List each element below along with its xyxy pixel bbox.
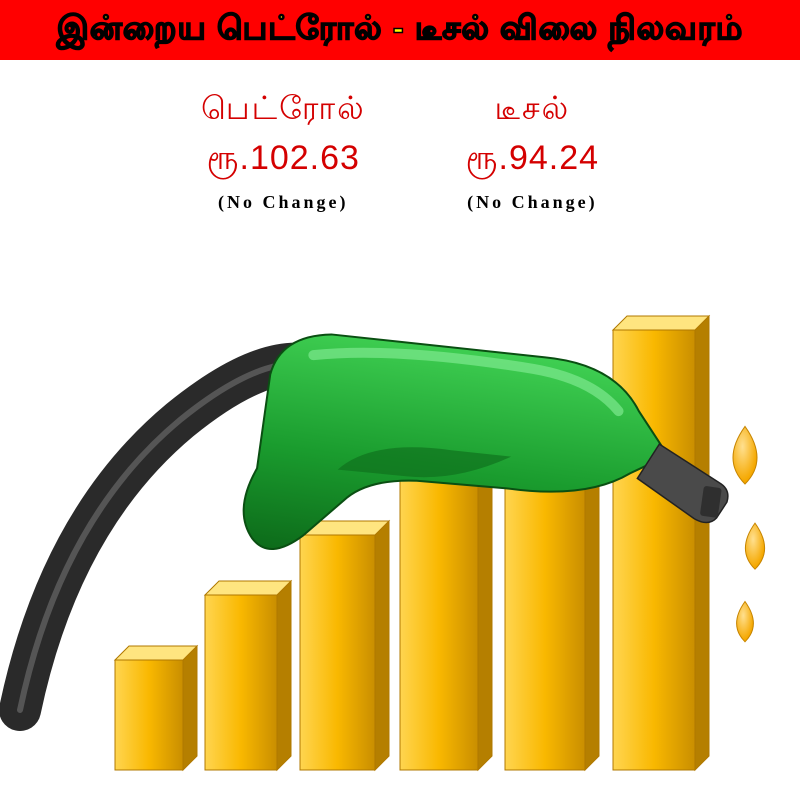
- fuel-chart: [0, 270, 800, 790]
- diesel-change: (No Change): [466, 192, 599, 213]
- diesel-label: டீசல்: [466, 90, 599, 131]
- diesel-block: டீசல் ரூ.94.24 (No Change): [466, 90, 599, 213]
- header-band: இன்றைய பெட்ரோல் - டீசல் விலை நிலவரம்: [0, 0, 800, 60]
- diesel-price: ரூ.94.24: [466, 139, 599, 182]
- price-row: பெட்ரோல் ரூ.102.63 (No Change) டீசல் ரூ.…: [0, 90, 800, 213]
- page-title: இன்றைய பெட்ரோல் - டீசல் விலை நிலவரம்: [57, 9, 744, 52]
- petrol-label: பெட்ரோல்: [201, 90, 366, 131]
- petrol-change: (No Change): [201, 192, 366, 213]
- petrol-price: ரூ.102.63: [201, 139, 366, 182]
- petrol-block: பெட்ரோல் ரூ.102.63 (No Change): [201, 90, 366, 213]
